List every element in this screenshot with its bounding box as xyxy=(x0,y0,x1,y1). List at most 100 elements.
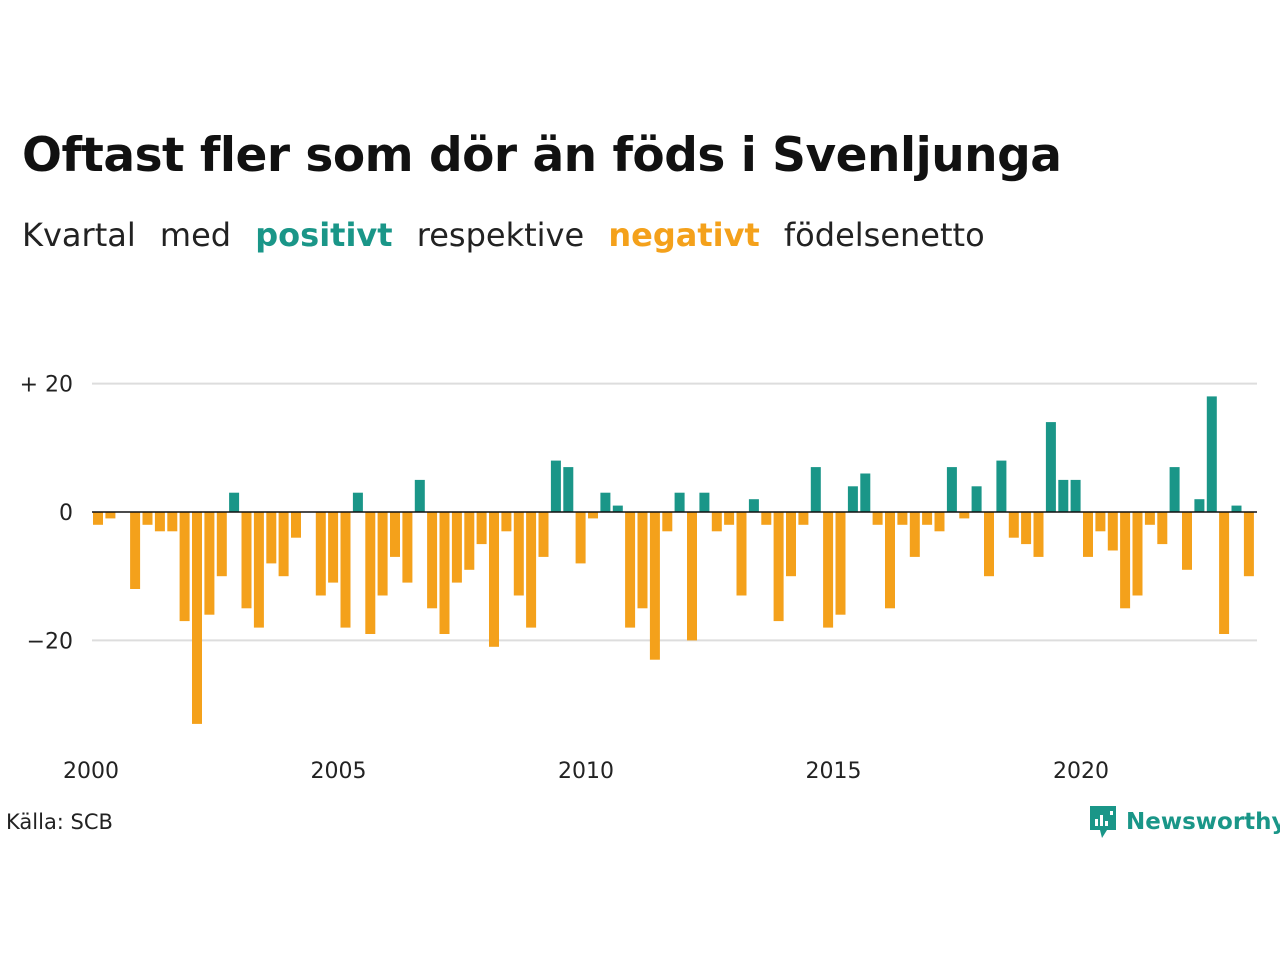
bar xyxy=(1231,505,1242,512)
bar xyxy=(773,512,784,622)
bar xyxy=(687,512,697,641)
bar xyxy=(1083,512,1093,557)
bar xyxy=(526,512,537,628)
bar xyxy=(971,486,982,512)
subtitle-negative-word: negativt xyxy=(608,216,760,254)
bar xyxy=(192,512,202,724)
bar xyxy=(1008,512,1019,538)
bar xyxy=(1033,512,1044,557)
bar xyxy=(414,479,425,512)
bar xyxy=(266,512,277,564)
bar xyxy=(625,512,636,628)
bar xyxy=(872,512,883,525)
subtitle-positive-word: positivt xyxy=(255,216,393,254)
bar xyxy=(1169,467,1180,512)
bar xyxy=(1182,512,1192,570)
bar xyxy=(897,512,908,525)
bar xyxy=(352,492,363,512)
bar xyxy=(1144,512,1155,525)
bar xyxy=(711,512,722,532)
bar xyxy=(798,512,809,525)
bar xyxy=(427,512,438,609)
bar xyxy=(538,512,549,557)
bar xyxy=(699,492,710,512)
bar xyxy=(550,460,561,512)
bar xyxy=(1206,396,1217,512)
bar xyxy=(229,492,240,512)
bar xyxy=(563,467,574,512)
bar xyxy=(984,512,994,577)
y-tick-label: + 20 xyxy=(20,373,73,398)
bar xyxy=(501,512,512,532)
bar xyxy=(575,512,586,564)
bar xyxy=(1058,479,1069,512)
bar xyxy=(1120,512,1131,609)
bar xyxy=(340,512,351,628)
bar xyxy=(1070,479,1081,512)
bar xyxy=(736,512,747,596)
bar xyxy=(204,512,215,615)
y-axis-ticks: + 20 0 −20 xyxy=(20,373,73,655)
bar-layer xyxy=(93,396,1254,724)
subtitle-text-4: födelsenetto xyxy=(783,216,985,254)
bar xyxy=(142,512,153,525)
bar xyxy=(489,512,499,647)
bar xyxy=(662,512,673,532)
bar xyxy=(328,512,339,583)
bar xyxy=(476,512,487,545)
bar xyxy=(291,512,301,538)
bar xyxy=(315,512,326,596)
bar xyxy=(934,512,945,532)
bar xyxy=(996,460,1007,512)
bar xyxy=(1243,512,1254,577)
bar xyxy=(402,512,413,583)
bar xyxy=(1021,512,1032,545)
bar xyxy=(451,512,462,583)
bar xyxy=(922,512,933,525)
newsworthy-logo-icon xyxy=(1090,806,1116,838)
grid-layer xyxy=(92,382,1257,642)
bar xyxy=(105,512,116,519)
x-tick-label: 2000 xyxy=(63,759,119,784)
bar xyxy=(1132,512,1143,596)
x-tick-label: 2010 xyxy=(558,759,614,784)
logo-text: Newsworthy xyxy=(1126,809,1280,835)
bar xyxy=(946,467,957,512)
bar xyxy=(241,512,252,609)
bar xyxy=(847,486,858,512)
bar xyxy=(1107,512,1118,551)
y-tick-label: −20 xyxy=(27,629,73,654)
bar xyxy=(761,512,772,525)
bar xyxy=(513,512,524,596)
bar xyxy=(724,512,735,525)
bar xyxy=(1095,512,1106,532)
subtitle-text-3: respektive xyxy=(416,216,585,254)
bar xyxy=(674,492,685,512)
bar xyxy=(365,512,376,634)
bar xyxy=(588,512,598,519)
x-tick-label: 2005 xyxy=(311,759,367,784)
bar xyxy=(823,512,834,628)
bar xyxy=(786,512,796,577)
bar xyxy=(1194,499,1205,512)
x-axis-ticks: 2000 2005 2010 2015 2020 xyxy=(63,759,1109,784)
bar xyxy=(1045,422,1056,512)
newsworthy-logo: Newsworthy xyxy=(1088,804,1280,840)
bar xyxy=(600,492,611,512)
bar xyxy=(959,512,970,519)
bar xyxy=(464,512,475,570)
bar xyxy=(377,512,388,596)
bar xyxy=(179,512,190,622)
chart-title: Oftast fler som dör än föds i Svenljunga xyxy=(22,128,1062,183)
bar xyxy=(130,512,141,589)
bar xyxy=(1219,512,1230,634)
bar xyxy=(1157,512,1168,545)
bar xyxy=(810,467,821,512)
bar xyxy=(390,512,400,557)
bar xyxy=(612,505,623,512)
source-label: Källa: SCB xyxy=(6,810,113,834)
x-tick-label: 2015 xyxy=(806,759,862,784)
bar xyxy=(278,512,289,577)
bar xyxy=(93,512,103,525)
bar xyxy=(439,512,450,634)
